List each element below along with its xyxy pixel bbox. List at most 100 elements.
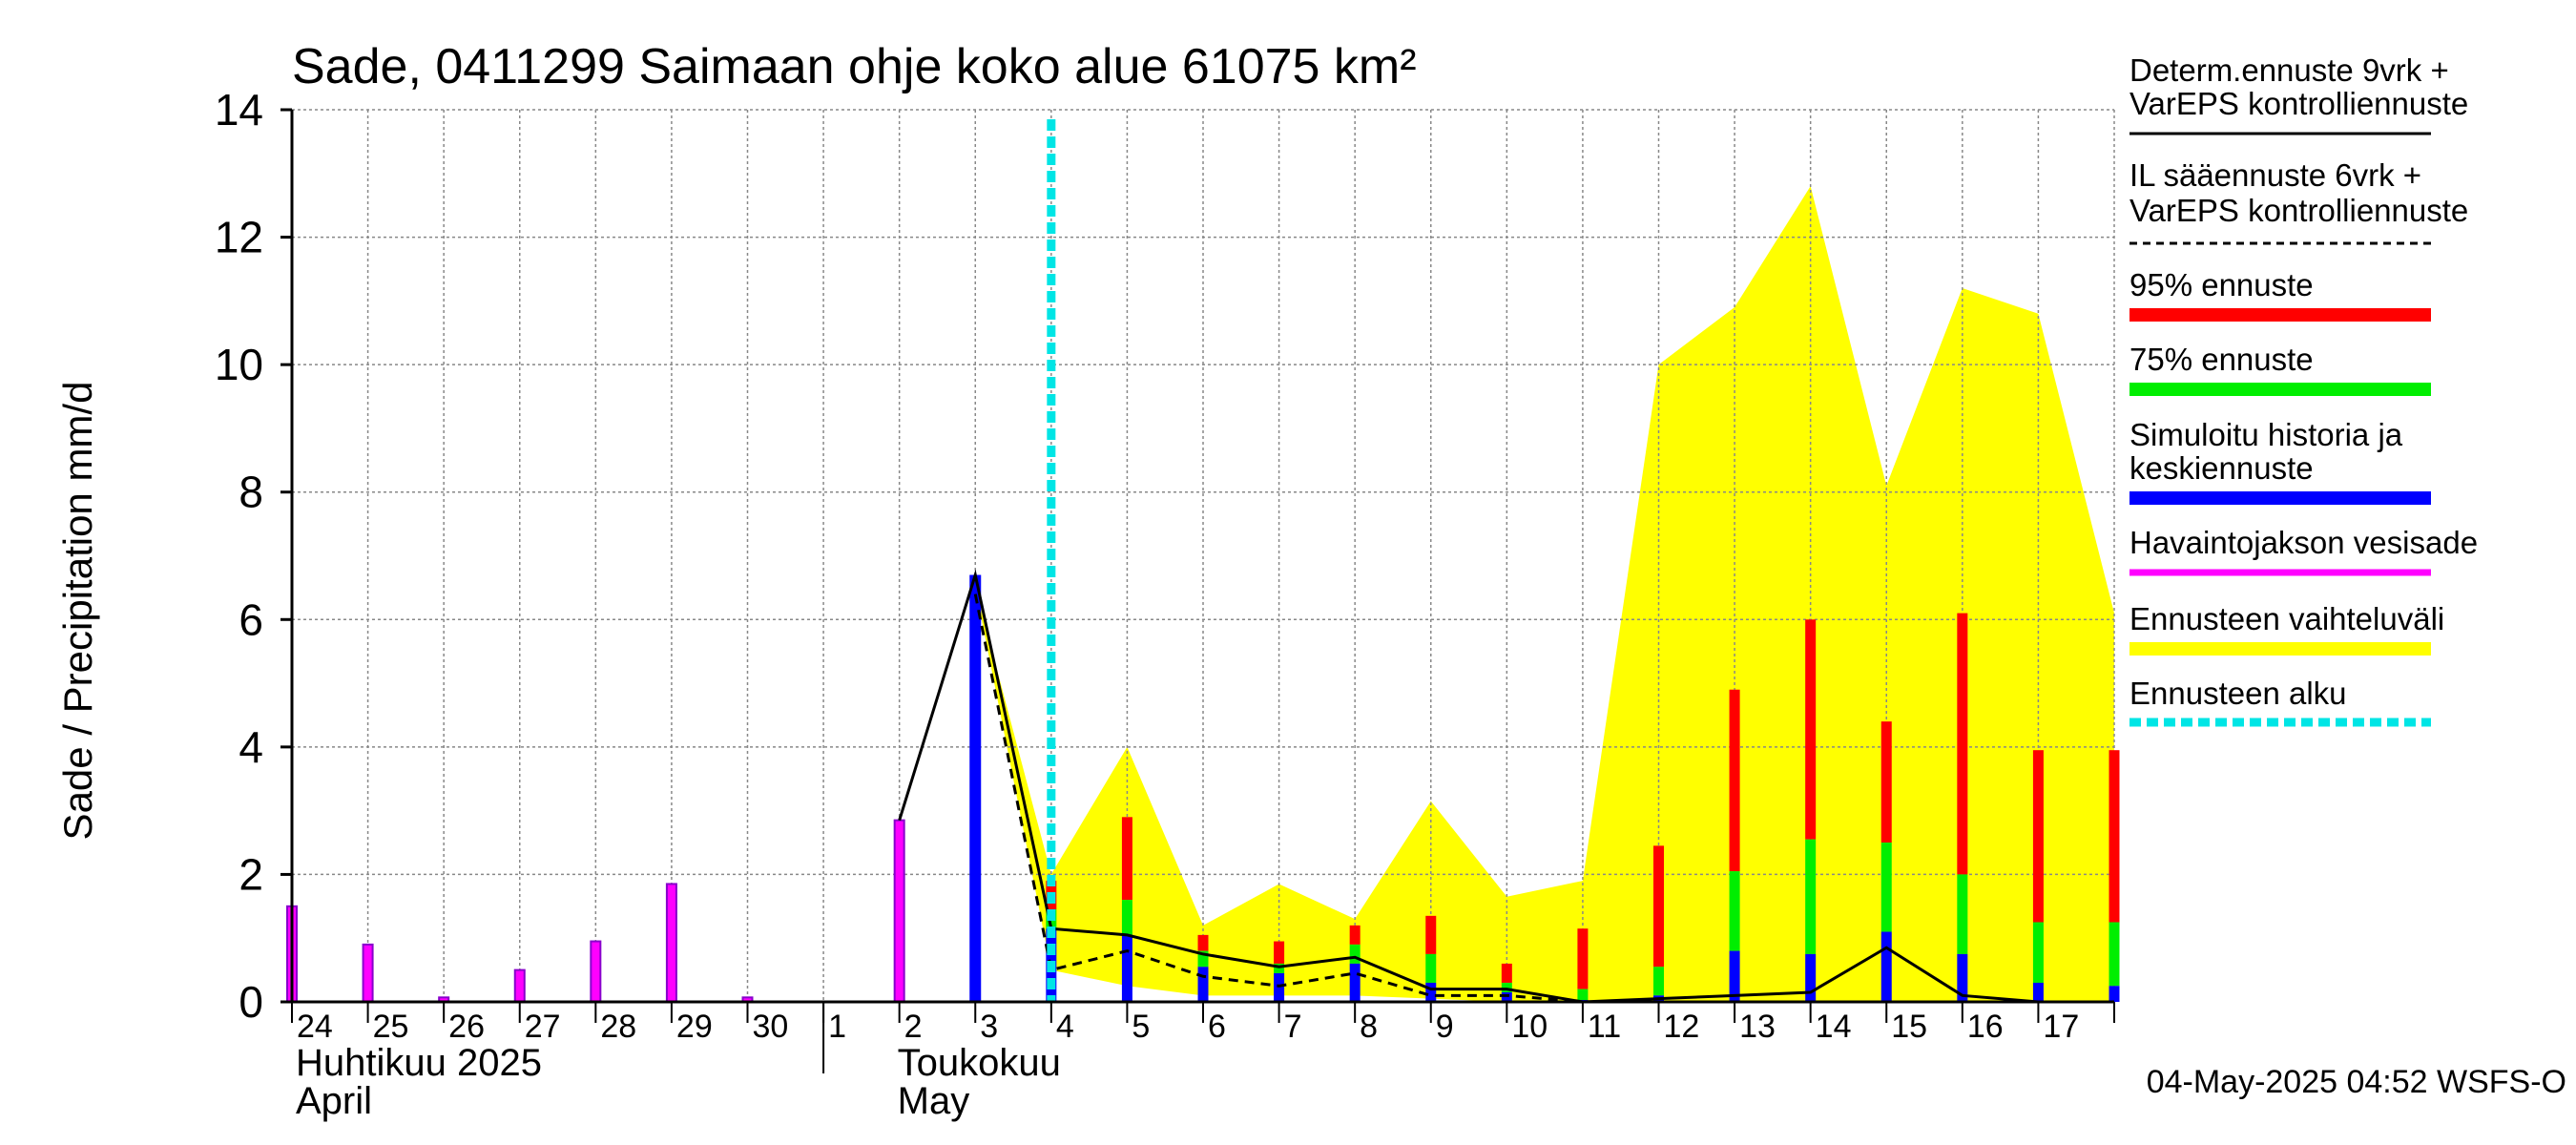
forecast-median-bar [1274, 972, 1285, 1002]
legend: Determ.ennuste 9vrk +VarEPS kontrollienn… [2129, 52, 2478, 727]
forecast-p75-bar [1274, 963, 1285, 973]
x-tick-label: 3 [980, 1009, 998, 1045]
forecast-p95-bar [1957, 613, 1968, 875]
legend-label-range: Ennusteen vaihteluväli [2129, 601, 2444, 636]
il-forecast-line [973, 593, 1584, 1004]
forecast-p95-bar [2109, 750, 2120, 923]
y-tick-label: 4 [239, 722, 263, 772]
forecast-p75-bar [2109, 922, 2120, 987]
forecast-p95-bar [1729, 689, 1740, 872]
x-tick-label: 8 [1360, 1009, 1378, 1045]
forecast-p95-bar [1880, 721, 1892, 843]
x-tick-label: 17 [2043, 1009, 2079, 1045]
forecast-median-bar [1501, 991, 1512, 1002]
x-tick-label: 16 [1967, 1009, 2004, 1045]
forecast-p75-bar [1121, 900, 1132, 935]
x-tick-label: 24 [297, 1009, 333, 1045]
y-tick-label: 12 [215, 213, 263, 262]
y-axis-label: Sade / Precipitation mm/d [55, 382, 100, 841]
x-tick-label: 1 [828, 1009, 846, 1045]
month-label-april-fi: Huhtikuu 2025 [296, 1042, 542, 1084]
forecast-median-bar [2109, 986, 2120, 1002]
forecast-p75-bar [1957, 874, 1968, 954]
legend-label-determ: Determ.ennuste 9vrk + [2129, 52, 2449, 88]
y-tick-label: 6 [239, 594, 263, 644]
x-tick-label: 15 [1891, 1009, 1927, 1045]
x-tick-label: 30 [753, 1009, 789, 1045]
forecast-p95-bar [1425, 915, 1437, 954]
range-band-layer [975, 186, 2114, 1003]
forecast-median-bar [1121, 934, 1132, 1002]
timestamp: 04-May-2025 04:52 WSFS-O [2147, 1064, 2566, 1100]
x-tick-label: 7 [1284, 1009, 1302, 1045]
forecast-median-bar [1805, 953, 1817, 1002]
forecast-median-bar [1197, 967, 1209, 1002]
forecast-p95-bar [1274, 941, 1285, 964]
forecast-median-bar [1425, 982, 1437, 1002]
determ-forecast-line [898, 569, 2114, 1004]
legend-label-il: IL sääennuste 6vrk + [2129, 157, 2421, 193]
observed-precip-bar [893, 819, 905, 1003]
legend-label-obs: Havaintojakson vesisade [2129, 525, 2478, 560]
x-tick-label: 2 [904, 1009, 923, 1045]
month-label-april-en: April [296, 1080, 372, 1122]
y-tick-label: 14 [215, 85, 263, 135]
forecast-p95-bar [1501, 963, 1512, 983]
forecast-p95-bar [1349, 925, 1361, 945]
x-tick-label: 28 [600, 1009, 636, 1045]
forecast-median-bar [1880, 931, 1892, 1002]
month-label-may-en: May [898, 1080, 970, 1122]
x-tick-label: 25 [373, 1009, 409, 1045]
x-tick-label: 11 [1588, 1009, 1621, 1045]
x-tick-label: 9 [1436, 1009, 1454, 1045]
forecast-p75-bar [1729, 871, 1740, 951]
x-tick-label: 29 [676, 1009, 713, 1045]
lines-layer [898, 119, 2114, 1004]
forecast-p75-bar [1197, 950, 1209, 968]
x-tick-label: 26 [448, 1009, 485, 1045]
forecast-p95-bar [1197, 934, 1209, 951]
legend-label2-il: VarEPS kontrolliennuste [2129, 193, 2468, 228]
x-tick-label: 4 [1056, 1009, 1074, 1045]
legend-label-start: Ennusteen alku [2129, 676, 2347, 711]
forecast-p95-bar [2032, 750, 2044, 923]
y-tick-label: 2 [239, 849, 263, 899]
legend-label-p75: 75% ennuste [2129, 342, 2314, 377]
observed-precip-bar [665, 883, 677, 1003]
y-tick-label: 0 [239, 977, 263, 1027]
forecast-p75-bar [1425, 953, 1437, 983]
x-tick-label: 27 [525, 1009, 561, 1045]
axes-layer [280, 108, 2115, 1073]
simulated-history-bar [969, 574, 982, 1002]
forecast-median-bar [1729, 950, 1740, 1002]
x-tick-label: 6 [1208, 1009, 1226, 1045]
forecast-p75-bar [1880, 843, 1892, 932]
forecast-p75-bar [1653, 967, 1664, 996]
y-tick-label: 10 [215, 340, 263, 389]
forecast-range-band [975, 186, 2114, 1003]
forecast-p75-bar [1805, 839, 1817, 954]
forecast-p75-bar [1501, 982, 1512, 992]
x-tick-label: 12 [1664, 1009, 1700, 1045]
legend-label2-determ: VarEPS kontrolliennuste [2129, 86, 2468, 121]
chart-title: Sade, 0411299 Saimaan ohje koko alue 610… [292, 39, 1417, 94]
month-label-may-fi: Toukokuu [898, 1042, 1061, 1084]
forecast-p95-bar [1577, 928, 1589, 989]
x-tick-label: 10 [1511, 1009, 1548, 1045]
bars-layer [286, 574, 2120, 1004]
observed-precip-bar [362, 943, 374, 1004]
x-tick-label: 5 [1132, 1009, 1150, 1045]
observed-precip-bar [590, 940, 602, 1004]
forecast-median-bar [1957, 953, 1968, 1002]
x-tick-label: 13 [1739, 1009, 1776, 1045]
forecast-median-bar [2032, 982, 2044, 1002]
legend-label-median: Simuloitu historia ja [2129, 417, 2403, 452]
forecast-p75-bar [2032, 922, 2044, 983]
forecast-p75-bar [1577, 989, 1589, 1000]
forecast-median-bar [1349, 963, 1361, 1002]
observed-precip-bar [513, 968, 526, 1003]
y-tick-label: 8 [239, 468, 263, 517]
legend-label2-median: keskiennuste [2129, 450, 2314, 486]
